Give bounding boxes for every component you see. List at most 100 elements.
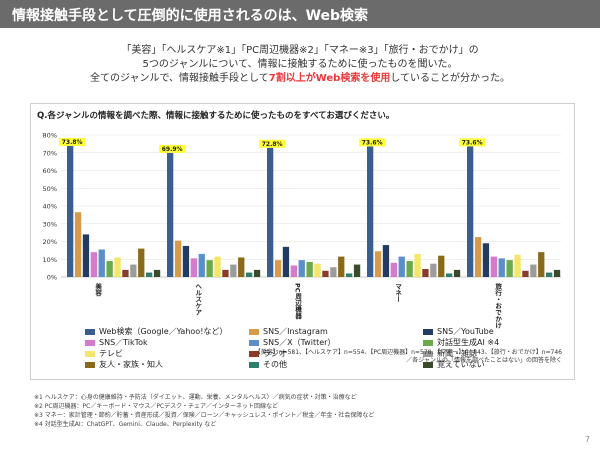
y-tick-label: 10% bbox=[43, 256, 57, 264]
bar bbox=[506, 260, 513, 277]
bar bbox=[414, 253, 421, 277]
legend-item: その他 bbox=[249, 359, 287, 370]
bar bbox=[346, 273, 353, 277]
legend-label: ラジオ bbox=[263, 349, 287, 358]
legend-swatch bbox=[85, 361, 95, 368]
intro-line-3-post: していることが分かった。 bbox=[390, 73, 511, 84]
footnote: ※1 ヘルスケア：心身の健康維持・予防法（ダイエット、運動、栄養、メンタルヘルス… bbox=[34, 394, 357, 401]
data-label-bg bbox=[459, 138, 486, 147]
bar bbox=[190, 258, 197, 277]
bar bbox=[122, 269, 129, 277]
bar bbox=[314, 263, 321, 277]
y-tick-label: 0% bbox=[47, 274, 57, 282]
bar bbox=[67, 146, 74, 277]
bar bbox=[422, 269, 429, 277]
bar bbox=[514, 254, 521, 277]
bar bbox=[198, 253, 205, 277]
intro-line-2: 5つのジャンルについて、情報に接触するために使ったものを聞いた。 bbox=[142, 59, 458, 70]
bar bbox=[430, 263, 437, 277]
legend-item: SNS／TikTok bbox=[85, 337, 148, 348]
legend-label: SNS／TikTok bbox=[99, 338, 148, 347]
bar bbox=[546, 272, 553, 277]
intro-highlight: 7割以上がWeb検索を使用 bbox=[268, 73, 391, 84]
bar bbox=[382, 245, 390, 277]
sample-size-line-1: 【美容】n=581、【ヘルスケア】n=554、【PC周辺機器】n=578、【マネ… bbox=[254, 349, 562, 356]
bar bbox=[230, 264, 237, 277]
legend-item: SNS／Instagram bbox=[249, 326, 328, 337]
y-tick-label: 80% bbox=[43, 132, 57, 140]
legend-swatch bbox=[249, 350, 259, 357]
legend-swatch bbox=[249, 328, 259, 335]
bar bbox=[153, 269, 161, 277]
x-tick-label: 旅行・おでかけ bbox=[494, 282, 503, 330]
legend-label: 対話型生成AI ※4 bbox=[437, 338, 500, 347]
footnote: ※3 マネー：家計管理・節約／貯蓄・資産形成／投資／保険／ローン／キャッシュレス… bbox=[34, 412, 375, 419]
bar bbox=[282, 246, 290, 277]
bar bbox=[98, 249, 105, 277]
bar bbox=[74, 212, 82, 277]
legend-label: SNS／YouTube bbox=[437, 327, 494, 336]
bar bbox=[446, 273, 453, 277]
sample-size-note: 【美容】n=581、【ヘルスケア】n=554、【PC周辺機器】n=578、【マネ… bbox=[255, 349, 562, 365]
data-label: 73.6% bbox=[362, 140, 383, 147]
data-label: 73.8% bbox=[62, 139, 83, 146]
legend-item: テレビ bbox=[85, 348, 123, 359]
bar bbox=[114, 257, 121, 277]
bar bbox=[306, 261, 313, 277]
bar bbox=[274, 260, 282, 277]
legend-label: 覚えていない bbox=[437, 360, 485, 369]
legend-item: SNS／YouTube bbox=[423, 326, 494, 337]
legend-swatch bbox=[423, 339, 433, 346]
legend-swatch bbox=[85, 339, 95, 346]
bar bbox=[214, 256, 221, 277]
legend-item: 覚えていない bbox=[423, 359, 485, 370]
bar bbox=[330, 267, 337, 277]
y-tick-label: 40% bbox=[43, 203, 57, 211]
bar bbox=[174, 240, 182, 277]
intro-line-3: 全てのジャンルで、情報接触手段として7割以上がWeb検索を使用していることが分か… bbox=[40, 72, 560, 86]
y-tick-label: 30% bbox=[43, 220, 57, 228]
bar bbox=[438, 255, 445, 277]
bar bbox=[522, 270, 529, 277]
sample-size-line-2: ／各ジャンルの「情報を調べたことはない」の回答を除く bbox=[406, 357, 562, 364]
data-label: 72.8% bbox=[262, 141, 283, 148]
bar bbox=[298, 260, 305, 277]
title-bar: 情報接触手段として圧倒的に使用されるのは、Web検索 bbox=[0, 0, 600, 28]
footnote: ※2 PC周辺機器：PC／キーボード・マウス／PCデスク・チェア／インターネット… bbox=[34, 403, 279, 410]
bar bbox=[374, 251, 382, 277]
intro-line-1: 「美容」「ヘルスケア※1」「PC周辺機器※2」「マネー※3」「旅行・おでかけ」の bbox=[121, 45, 479, 56]
legend-swatch bbox=[249, 361, 259, 368]
legend-item: SNS／X（Twitter） bbox=[249, 337, 335, 348]
legend-label: 新聞・雑誌 bbox=[437, 349, 477, 358]
legend-item: 対話型生成AI ※4 bbox=[423, 337, 499, 348]
intro-text: 「美容」「ヘルスケア※1」「PC周辺機器※2」「マネー※3」「旅行・おでかけ」の… bbox=[40, 44, 560, 86]
bar bbox=[406, 261, 413, 277]
data-label-bg bbox=[159, 144, 186, 153]
bar bbox=[253, 269, 261, 277]
bar bbox=[322, 270, 329, 277]
data-label: 73.6% bbox=[462, 140, 483, 147]
legend-item: Web検索（Google／Yahoo!など） bbox=[85, 326, 227, 337]
bar bbox=[367, 146, 374, 277]
bar bbox=[238, 257, 245, 277]
data-label-bg bbox=[359, 138, 386, 147]
legend-item: ラジオ bbox=[249, 348, 287, 359]
bar bbox=[553, 269, 561, 277]
x-tick-label: マネー bbox=[394, 283, 402, 303]
bar bbox=[467, 146, 474, 277]
legend-swatch bbox=[249, 339, 259, 346]
bar bbox=[130, 264, 137, 277]
bar bbox=[106, 261, 113, 277]
bar bbox=[338, 256, 345, 277]
data-label-bg bbox=[259, 139, 286, 148]
bar bbox=[267, 147, 274, 277]
bar bbox=[146, 272, 153, 277]
legend-item: 友人・家族・知人 bbox=[85, 359, 163, 370]
bar bbox=[482, 243, 490, 277]
y-tick-label: 20% bbox=[43, 238, 57, 246]
y-tick-label: 60% bbox=[43, 167, 57, 175]
bar-chart: 0% 10% 20% 30% 40% 50% 60% 70% 80% 73.8% 美容 69.9% ヘル… bbox=[43, 132, 561, 330]
x-tick-label: 美容 bbox=[94, 282, 103, 298]
bar bbox=[530, 264, 537, 277]
y-tick-label: 70% bbox=[43, 149, 57, 157]
